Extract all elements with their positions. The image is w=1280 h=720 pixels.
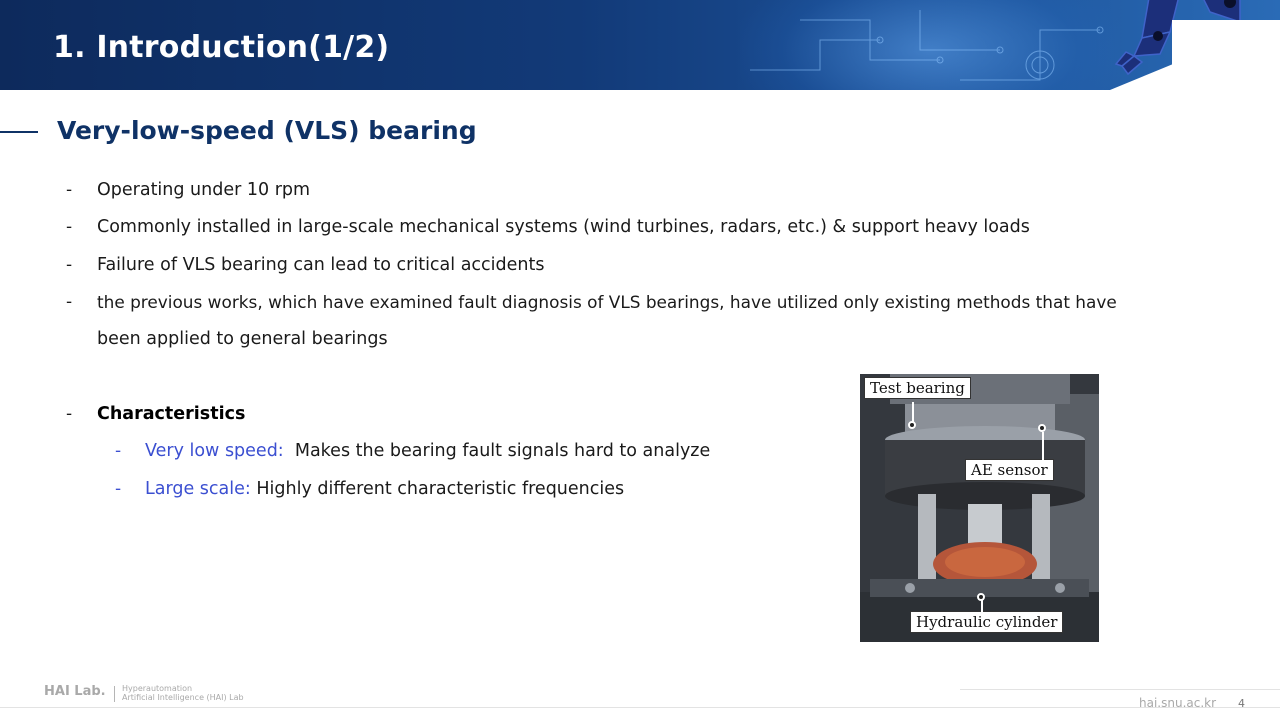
bullet-dash: -: [66, 292, 73, 312]
footer-accent-line: [960, 689, 1280, 690]
bullet-item: Failure of VLS bearing can lead to criti…: [97, 255, 545, 275]
characteristics-heading: Characteristics: [97, 404, 246, 424]
label-pointer: [912, 402, 914, 424]
section-title: Very-low-speed (VLS) bearing: [57, 116, 477, 145]
bullet-item: Commonly installed in large-scale mechan…: [97, 217, 1030, 237]
bullet-dash: -: [66, 255, 73, 275]
header-cutout-fill: [1172, 20, 1280, 90]
label-pointer: [981, 600, 983, 612]
bullet-item-continuation: been applied to general bearings: [97, 329, 388, 349]
header-banner: 1. Introduction(1/2): [0, 0, 1280, 90]
footer-line: [0, 707, 1280, 708]
characteristic-text: Makes the bearing fault signals hard to …: [294, 441, 711, 461]
footer-subtitle: Hyperautomation: [122, 684, 193, 693]
test-rig-photo: Test bearing AE sensor Hydraulic cylinde…: [860, 374, 1099, 642]
footer-subtitle: Artificial Intelligence (HAI) Lab: [122, 693, 244, 702]
bullet-dash: -: [66, 404, 73, 424]
characteristic-label: Large scale:: [145, 479, 251, 499]
footer-separator: [114, 686, 115, 702]
characteristic-item: Large scale: Highly different characteri…: [145, 479, 624, 499]
label-pointer: [1042, 432, 1044, 460]
characteristic-text: Highly different characteristic frequenc…: [256, 479, 625, 499]
label-pointer-dot: [1038, 424, 1046, 432]
test-rig-illustration: [860, 374, 1099, 642]
header-glow: [740, 0, 1120, 90]
label-test-bearing: Test bearing: [864, 377, 971, 399]
footer-url[interactable]: hai.snu.ac.kr: [1139, 696, 1217, 710]
bullet-dash: -: [66, 217, 73, 237]
slide-title: 1. Introduction(1/2): [53, 30, 390, 65]
footer-logo: HAI Lab.: [44, 684, 106, 699]
sub-bullet-dash: -: [115, 441, 122, 461]
section-rule: [0, 131, 38, 133]
label-ae-sensor: AE sensor: [965, 459, 1054, 481]
bullet-dash: -: [66, 180, 73, 200]
label-hydraulic-cylinder: Hydraulic cylinder: [910, 611, 1064, 633]
page-number: 4: [1238, 697, 1245, 710]
label-pointer-dot: [977, 593, 985, 601]
label-pointer-dot: [908, 421, 916, 429]
sub-bullet-dash: -: [115, 479, 122, 499]
circuit-decoration: [750, 10, 1104, 81]
bullet-item: Operating under 10 rpm: [97, 180, 311, 200]
characteristic-item: Very low speed: Makes the bearing fault …: [145, 441, 710, 461]
bullet-item: the previous works, which have examined …: [97, 292, 1117, 312]
characteristic-label: Very low speed:: [145, 441, 284, 461]
